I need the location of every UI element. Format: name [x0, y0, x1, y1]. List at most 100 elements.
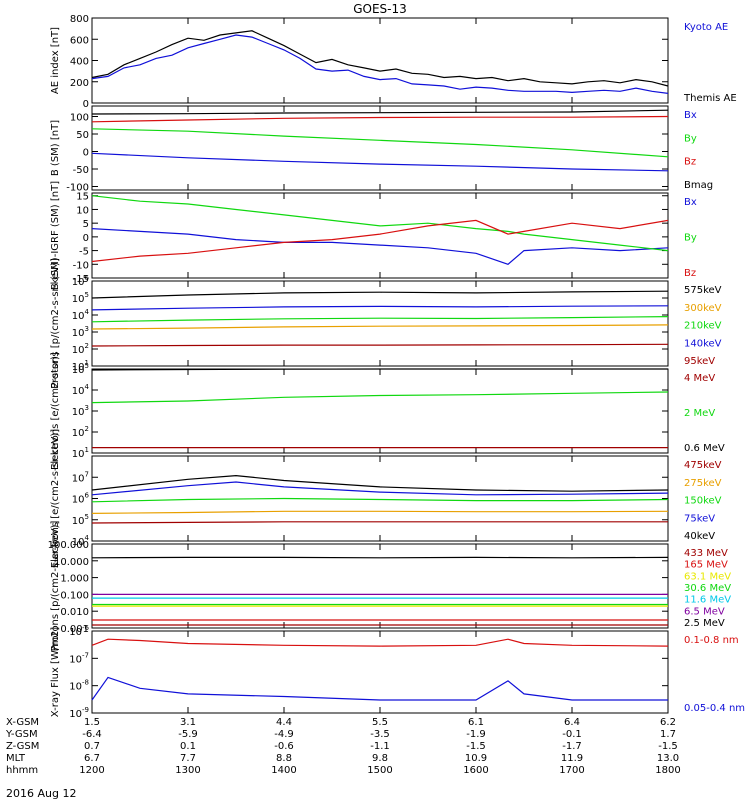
ephemeris-value: 1700: [559, 765, 584, 776]
ephemeris-value: -5.9: [178, 729, 198, 740]
legend-entry: 275keV: [684, 478, 722, 489]
y-tick-label: 105: [72, 362, 89, 376]
ephemeris-value: 6.4: [564, 717, 580, 728]
series-line-0.05-0.4-nm: [91, 676, 668, 701]
y-axis-label: B (SM)-IGRF (SM) [nT]: [50, 181, 61, 290]
panel-frame: [91, 455, 669, 542]
panel-7: 10-910-810-710-6X-ray Flux [W/m2] 0.1-0.8…: [50, 624, 745, 720]
ephemeris-value: 0.7: [84, 741, 100, 752]
y-tick-label: 0: [83, 233, 89, 244]
ephemeris-value: -1.5: [466, 741, 486, 752]
legend-entry: 30.6 MeV: [684, 583, 731, 594]
legend-entry: By: [684, 133, 697, 144]
y-tick-label: 10-7: [69, 651, 89, 665]
legend-entry: 575keV: [684, 285, 722, 296]
series-line-0.6-mev: [91, 368, 668, 371]
y-tick-label: 0.100: [60, 590, 89, 601]
y-axis-label: Protons [p/(cm2-s-sr-keV)]: [50, 258, 61, 389]
panel-2: -15 -10 -5 0 5 10 15 B (SM)-IGRF (SM) [nT] Bx By B…: [50, 181, 697, 290]
ephemeris-value: 6.7: [84, 753, 100, 764]
ephemeris-value: -6.4: [82, 729, 102, 740]
y-tick-label: 105: [72, 513, 89, 527]
y-tick-label: 10-8: [69, 679, 89, 693]
series-line-bz: [91, 115, 669, 123]
legend-entry: Bz: [684, 157, 696, 168]
ephemeris-value: 1800: [655, 765, 680, 776]
ephemeris-value: -0.1: [562, 729, 582, 740]
panel-frame: [91, 280, 669, 367]
ephemeris-value: 1400: [271, 765, 296, 776]
series-line-475kev: [91, 521, 668, 524]
legend-entry: Bx: [684, 110, 697, 121]
legend-entry: 0.6 MeV: [684, 443, 725, 454]
ephemeris-label: hhmm: [6, 765, 38, 776]
y-tick-label: 50: [76, 130, 89, 141]
y-axis-label: Protons [p/(cm2-s-sr-keV)]: [50, 521, 61, 652]
series-line-by: [91, 195, 669, 252]
legend-entry: 2 MeV: [684, 408, 715, 419]
series-line-140kev: [91, 305, 669, 311]
y-axis-label: B (SM) [nT]: [50, 120, 61, 176]
y-tick-label: 107: [72, 470, 89, 484]
series-line-by: [91, 128, 669, 158]
ephemeris-value: 3.1: [180, 717, 196, 728]
y-tick-label: 400: [70, 57, 89, 68]
ephemeris-value: 11.9: [561, 753, 583, 764]
y-tick-label: 0.010: [60, 607, 89, 618]
y-tick-label: 102: [72, 342, 89, 356]
y-tick-label: 102: [72, 425, 89, 439]
ephemeris-value: 4.4: [276, 717, 292, 728]
y-tick-label: 10.000: [54, 557, 89, 568]
y-tick-label: -100: [66, 183, 89, 194]
y-axis-label: X-ray Flux [W/m2]: [50, 627, 61, 718]
ephemeris-value: 1.5: [84, 717, 100, 728]
legend-entry: 95keV: [684, 356, 715, 367]
ephemeris-value: 1.7: [660, 729, 676, 740]
y-tick-label: -50: [73, 165, 89, 176]
panel-frame: [91, 192, 669, 279]
legend-entry: Bz: [684, 268, 696, 279]
legend-entry: 210keV: [684, 321, 722, 332]
ephemeris-value: -1.7: [562, 741, 582, 752]
chart-title: GOES-13: [353, 2, 407, 16]
panel-0: 0 200 400 600 800 AE index [nT] Kyoto AE Themis…: [50, 14, 737, 110]
panel-frame: [91, 368, 669, 454]
y-tick-label: 0.001: [60, 624, 89, 635]
legend-entry: 140keV: [684, 338, 722, 349]
legend-entry: 150keV: [684, 496, 722, 507]
series-line-575kev: [91, 290, 669, 299]
legend-entry: 2.5 MeV: [684, 618, 725, 629]
ephemeris-value: -1.9: [466, 729, 486, 740]
ephemeris-value: 13.0: [657, 753, 679, 764]
legend-entry: 40keV: [684, 531, 715, 542]
ephemeris-value: 0.1: [180, 741, 196, 752]
ephemeris-value: 1300: [175, 765, 200, 776]
y-tick-label: 15: [76, 192, 89, 203]
panel-frame: [91, 105, 669, 191]
ephemeris-label: X-GSM: [6, 717, 39, 728]
y-tick-label: 600: [70, 35, 89, 46]
legend-entry: Themis AE: [683, 93, 737, 104]
panel-6: 0.001 0.010 0.100 1.000 10.000 100.000Protons…: [48, 521, 732, 652]
y-tick-label: 10-6: [69, 624, 89, 638]
series-line-bx: [91, 228, 669, 265]
y-tick-label: 104: [72, 308, 90, 322]
y-tick-label: 104: [72, 383, 90, 397]
series-line-themis-ae: [91, 30, 669, 87]
legend-entry: 4 MeV: [684, 373, 715, 384]
y-tick-label: 105: [72, 291, 89, 305]
series-line-75kev: [91, 481, 669, 496]
y-tick-label: 106: [72, 492, 90, 506]
y-tick-label: 106: [72, 274, 90, 288]
y-tick-label: 100.000: [48, 540, 89, 551]
ephemeris-label: Z-GSM: [6, 741, 39, 752]
ephemeris-value: 1500: [367, 765, 392, 776]
y-tick-label: 103: [72, 404, 89, 418]
legend-entry: 11.6 MeV: [684, 595, 731, 606]
y-tick-label: -15: [73, 274, 89, 285]
ephemeris-value: 1200: [79, 765, 104, 776]
panel-frame: [91, 543, 669, 629]
